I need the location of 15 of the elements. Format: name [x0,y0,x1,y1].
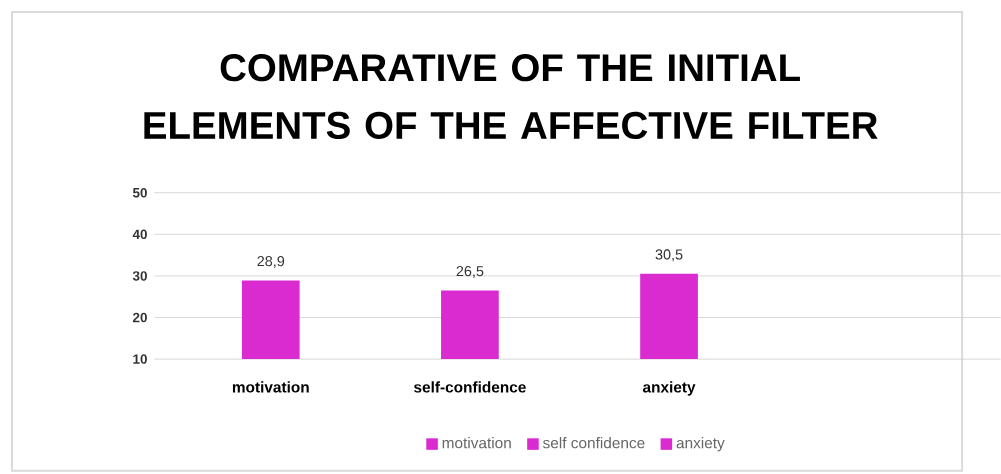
y-tick-label: 20 [132,312,147,323]
chart-title: COMPARATIVE OF THE INITIAL ELEMENTS OF THE AFFECTIVE FILTER [144,54,878,140]
x-tick-label: motivation [232,381,309,393]
legend-label: anxiety [676,437,725,452]
data-label: 26,5 [456,266,484,278]
x-tick-label: anxiety [642,381,696,396]
y-tick-label: 50 [132,188,147,198]
y-tick-label: 40 [132,229,147,240]
x-tick-label: self-confidence [414,381,526,393]
data-label: 30,5 [655,249,683,262]
y-tick-label: 10 [133,354,147,364]
legend-label: motivation [442,437,511,449]
y-tick-label: 30 [132,271,147,281]
data-label: 28,9 [257,256,285,268]
legend-label: self confidence [543,437,645,449]
